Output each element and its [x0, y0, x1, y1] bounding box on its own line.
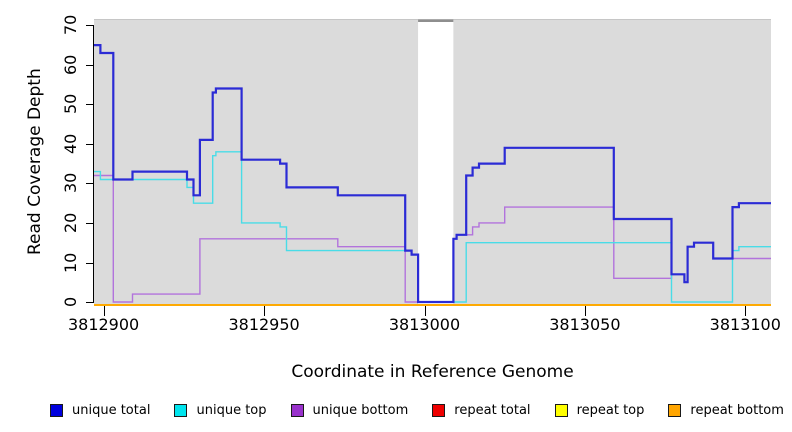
y-tick-label: 60: [61, 54, 80, 75]
legend-swatch-repeat-bottom: [668, 403, 682, 417]
legend: unique total unique top unique bottom repea…: [50, 400, 784, 420]
y-tick-label: 20: [61, 212, 80, 234]
y-tick: [86, 25, 94, 27]
y-axis-line: [93, 25, 94, 303]
legend-label: unique top: [196, 402, 267, 418]
legend-label: unique total: [72, 402, 151, 418]
y-axis-title: Read Coverage Depth: [25, 68, 45, 256]
legend-item-unique-top: unique top: [174, 402, 267, 418]
y-tick-label: 10: [61, 252, 80, 273]
legend-item-unique-total: unique total: [50, 402, 151, 418]
x-tick: [584, 306, 586, 316]
legend-swatch-repeat-top: [554, 403, 568, 417]
x-tick: [424, 306, 426, 316]
legend-label: repeat bottom: [690, 402, 784, 418]
plot-area: [94, 19, 771, 306]
y-tick-label: 30: [61, 173, 80, 194]
x-axis-title: Coordinate in Reference Genome: [291, 362, 574, 382]
legend-swatch-unique-bottom: [290, 403, 304, 417]
y-tick-label: 40: [61, 133, 80, 155]
legend-item-repeat-top: repeat top: [554, 402, 645, 418]
y-tick: [86, 262, 94, 264]
y-tick-label: 70: [61, 15, 80, 36]
y-tick: [86, 104, 94, 106]
y-tick: [86, 64, 94, 66]
plot-canvas: [94, 19, 771, 306]
y-tick-label: 50: [61, 94, 80, 115]
series-unique-total-line: [94, 44, 771, 304]
x-tick-label: 3813000: [388, 315, 461, 334]
no-data-gap-band: [418, 20, 454, 306]
x-tick-label: 3812950: [228, 315, 300, 334]
legend-item-repeat-total: repeat total: [432, 402, 531, 418]
gap-top-bar: [418, 19, 454, 22]
x-tick: [264, 306, 266, 316]
legend-swatch-unique-top: [174, 403, 188, 417]
legend-label: repeat top: [576, 402, 645, 418]
y-tick: [86, 183, 94, 185]
x-tick-label: 3813100: [709, 315, 781, 334]
x-tick-label: 3812900: [67, 315, 140, 334]
y-tick: [86, 222, 94, 224]
legend-label: unique bottom: [312, 402, 409, 418]
legend-item-repeat-bottom: repeat bottom: [668, 402, 784, 418]
legend-item-unique-bottom: unique bottom: [290, 402, 409, 418]
x-tick: [103, 306, 105, 316]
legend-swatch-repeat-total: [432, 403, 446, 417]
x-tick: [745, 306, 747, 316]
y-tick: [86, 143, 94, 145]
y-tick: [86, 302, 94, 303]
legend-swatch-unique-total: [50, 403, 63, 417]
x-tick-label: 3813050: [549, 315, 621, 334]
legend-label: repeat total: [454, 402, 531, 418]
